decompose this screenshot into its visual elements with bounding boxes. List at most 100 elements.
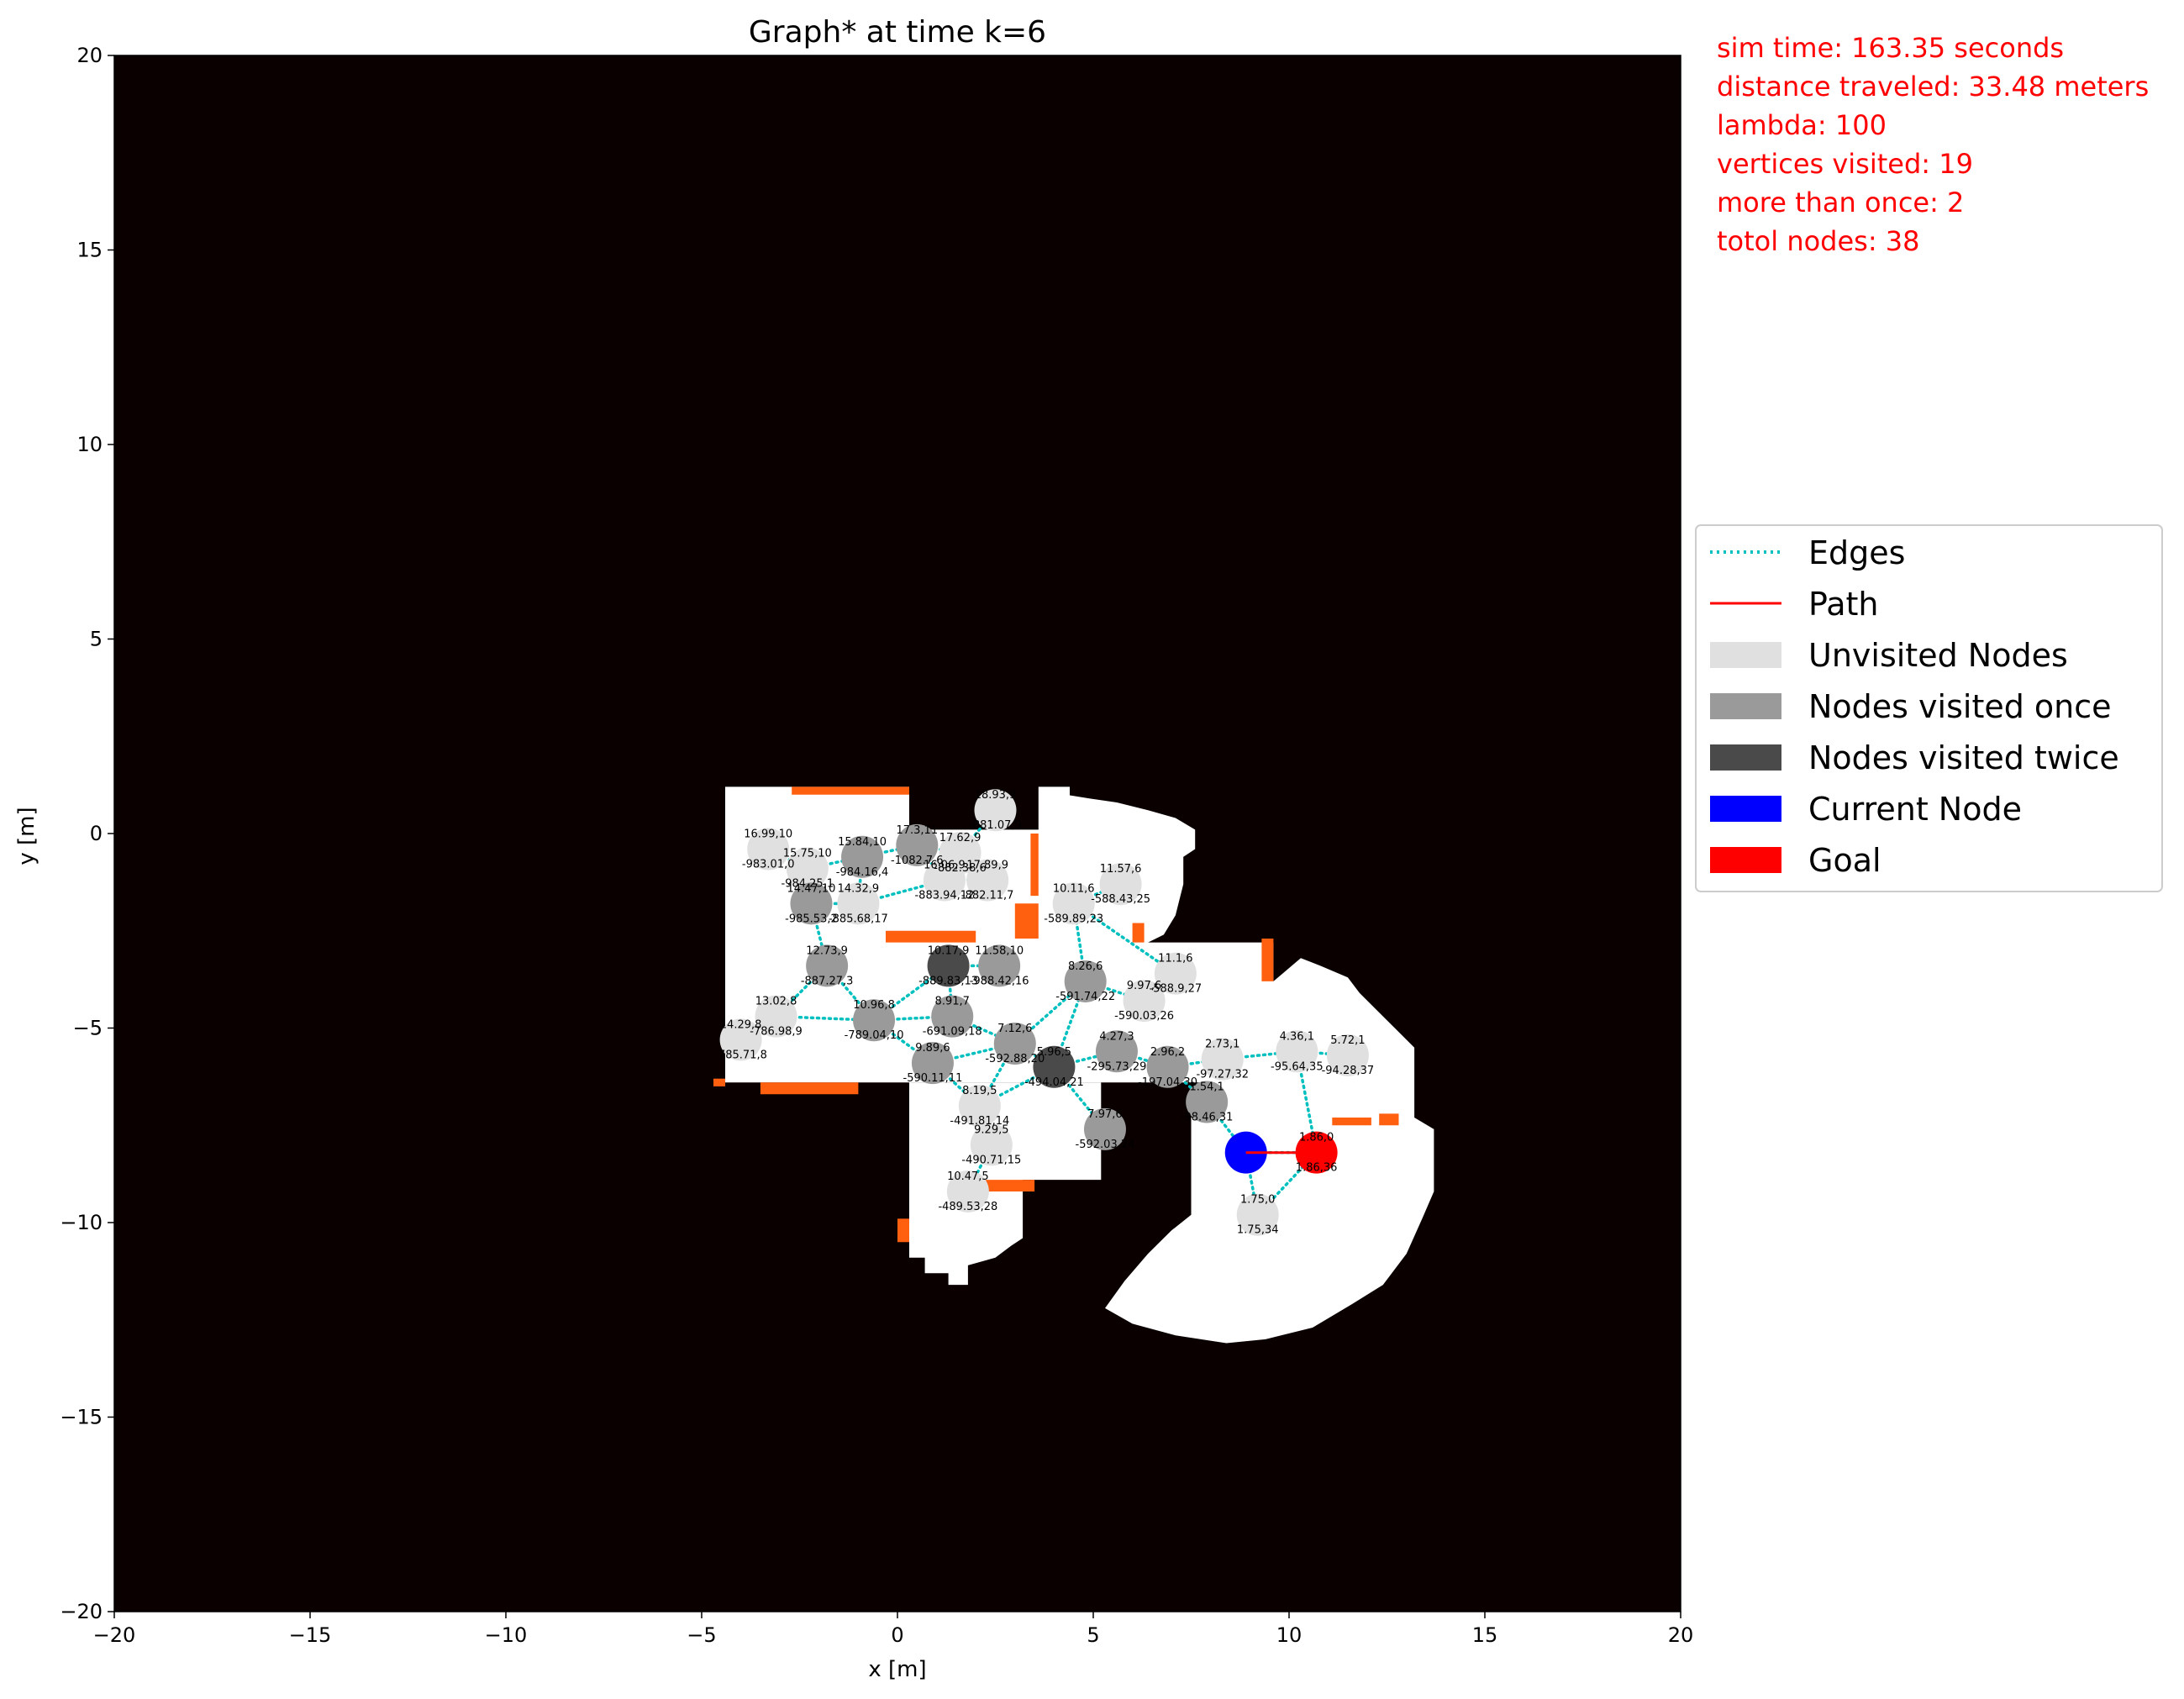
node-label-bottom-29: -592.03,24 (1076, 1139, 1135, 1151)
graph-node-6 (896, 823, 939, 866)
y-tick-label-6: 10 (76, 433, 103, 456)
node-label-top-2: 14.47,10 (787, 882, 836, 895)
node-label-top-3: 12.73,9 (806, 944, 848, 957)
legend-frame (1695, 524, 2163, 892)
x-tick-label-6: 10 (1276, 1623, 1303, 1647)
legend-label-visited-twice: Nodes visited twice (1808, 739, 2119, 776)
legend-label-visited-once: Nodes visited once (1808, 688, 2112, 725)
node-label-bottom-37: 1.86,36 (1296, 1162, 1338, 1175)
node-label-bottom-12: -785.71,8 (714, 1049, 767, 1061)
node-label-bottom-24: -589.89,23 (1044, 913, 1103, 925)
x-tick-label-0: −20 (93, 1623, 136, 1647)
node-label-top-16: 8.91,7 (935, 996, 970, 1008)
x-tick-label-5: 5 (1087, 1623, 1099, 1647)
graph-node-37 (1295, 1131, 1338, 1174)
info-total-nodes: totol nodes: 38 (1717, 225, 1920, 257)
x-tick-label-8: 20 (1668, 1623, 1694, 1647)
node-label-top-6: 17.3,11 (896, 824, 938, 837)
node-label-bottom-0: -983.01,0 (742, 859, 795, 871)
node-label-bottom-23: -591.74,22 (1055, 991, 1115, 1003)
graph-node-16 (931, 995, 974, 1038)
node-label-bottom-18: -592.88,20 (985, 1053, 1045, 1065)
frontier-segment-11 (1379, 1113, 1399, 1126)
node-label-top-5: 14.32,9 (838, 882, 880, 895)
graph-node-1 (786, 847, 829, 890)
node-label-bottom-8: -882.38,6 (934, 862, 987, 875)
graph-node-26 (1123, 980, 1166, 1023)
node-label-bottom-11: -786.98,9 (750, 1026, 803, 1039)
node-label-top-25: 11.57,6 (1100, 863, 1142, 876)
node-label-top-8: 17.62,9 (939, 832, 981, 844)
graph-node-17 (911, 1042, 954, 1085)
x-axis-ticks: −20 −15 −10 −5 0 5 10 15 20 (93, 1612, 1694, 1647)
node-label-top-28: 4.27,3 (1099, 1030, 1134, 1043)
graph-node-34 (1326, 1034, 1369, 1076)
node-label-bottom-15: -988.42,16 (970, 975, 1029, 987)
graph-node-10 (966, 859, 1009, 902)
legend-swatch-visited-once (1710, 693, 1781, 719)
graph-node-22 (1033, 1045, 1076, 1088)
graph-node-27 (1154, 952, 1197, 995)
y-tick-label-4: 0 (90, 822, 103, 845)
frontier-segment-9 (1261, 939, 1274, 981)
node-label-bottom-9: -881.07,9 (969, 819, 1022, 832)
graph-node-5 (837, 882, 880, 925)
node-label-bottom-6: -1082.7,6 (891, 855, 944, 867)
node-label-top-11: 13.02,8 (755, 996, 797, 1008)
frontier-layer (713, 786, 1399, 1243)
legend-label-edges: Edges (1808, 534, 1905, 571)
graph-node-31 (1186, 1081, 1229, 1123)
graph-node-23 (1064, 960, 1107, 1002)
node-label-bottom-27: -588.9,27 (1150, 983, 1203, 996)
node-label-top-33: 4.36,1 (1280, 1030, 1314, 1043)
graph-node-28 (1095, 1030, 1138, 1073)
node-label-bottom-17: -590.11,11 (903, 1072, 963, 1085)
node-label-bottom-3: -887.27,3 (801, 975, 854, 987)
graph-node-32 (1201, 1038, 1244, 1081)
node-label-top-21: 10.47,5 (947, 1170, 989, 1183)
node-label-top-4: 15.84,10 (838, 836, 887, 849)
graph-node-9 (974, 789, 1017, 832)
node-label-bottom-5: -885.68,17 (829, 913, 888, 925)
node-label-top-35: 1.75,0 (1240, 1194, 1275, 1207)
info-distance: distance traveled: 33.48 meters (1717, 71, 2149, 103)
graph-node-2 (790, 882, 833, 925)
node-label-top-13: 10.96,8 (853, 999, 895, 1012)
node-labels-layer: 16.99,10 -983.01,015.75,10 -984.25,114.47,… (714, 789, 1374, 1237)
legend-swatch-unvisited (1710, 642, 1781, 668)
node-label-bottom-13: -789.04,10 (845, 1029, 904, 1042)
node-label-bottom-2: -985.53,2 (785, 913, 838, 925)
node-label-bottom-4: -984.16,4 (836, 866, 889, 879)
node-label-bottom-33: -95.64,35 (1271, 1060, 1324, 1073)
graph-node-25 (1099, 863, 1142, 906)
graph-node-14 (927, 944, 970, 987)
node-label-bottom-30: -197.04,30 (1138, 1076, 1197, 1089)
node-label-top-10: 17.89,9 (966, 860, 1008, 872)
node-label-top-9: 18.93,9 (975, 789, 1017, 802)
y-axis-label: y [m] (14, 807, 39, 865)
legend-label-path: Path (1808, 586, 1878, 623)
y-axis-ticks: −20 −15 −10 −5 0 5 10 15 20 (60, 44, 114, 1623)
frontier-segment-1 (886, 930, 976, 943)
frontier-segment-2 (1014, 903, 1039, 939)
graph-node-13 (853, 999, 896, 1042)
node-label-bottom-19: -491.81,14 (950, 1115, 1009, 1128)
legend-swatch-visited-twice (1710, 744, 1781, 771)
frontier-segment-8 (1132, 923, 1145, 943)
node-label-bottom-34: -94.28,37 (1322, 1065, 1375, 1077)
legend: Edges Path Unvisited Nodes Nodes visited… (1695, 524, 2163, 892)
node-label-bottom-16: -691.09,18 (923, 1026, 982, 1039)
graph-node-35 (1236, 1193, 1279, 1236)
node-label-bottom-22: -494.04,21 (1024, 1076, 1084, 1089)
node-label-bottom-31: -98.46,31 (1181, 1111, 1234, 1123)
legend-label-current: Current Node (1808, 791, 2022, 828)
graph-node-29 (1083, 1107, 1126, 1150)
chart-title: Graph* at time k=6 (749, 15, 1046, 50)
graph-node-24 (1052, 882, 1095, 925)
graph-node-15 (978, 944, 1021, 987)
node-label-bottom-10: -882.11,7 (961, 890, 1014, 902)
node-label-bottom-7: -883.94,12 (914, 890, 974, 902)
node-label-top-0: 16.99,10 (744, 828, 792, 841)
info-sim-time: sim time: 163.35 seconds (1717, 32, 2064, 64)
